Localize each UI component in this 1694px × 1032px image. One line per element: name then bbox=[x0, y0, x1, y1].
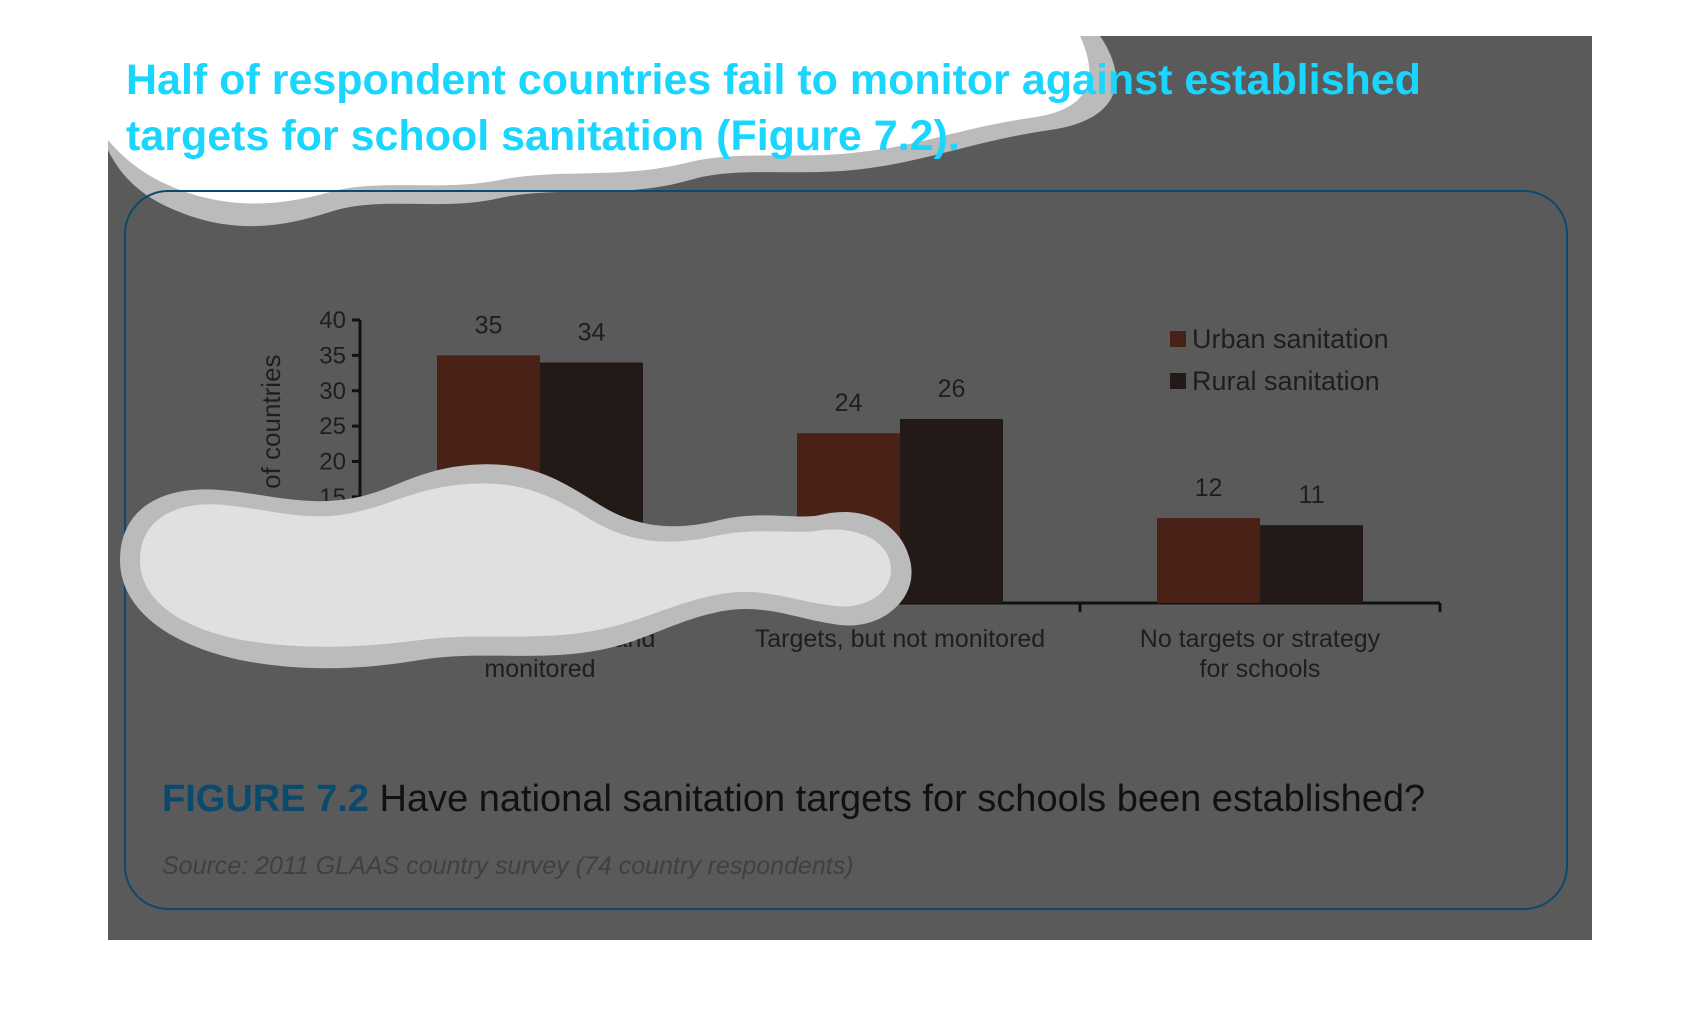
y-tick-label: 35 bbox=[319, 342, 346, 369]
y-tick-label: 30 bbox=[319, 378, 346, 405]
data-labels: 35 34 24 26 12 11 bbox=[475, 311, 1325, 509]
bar-rural bbox=[1260, 525, 1363, 603]
legend: Urban sanitation Rural sanitation bbox=[1170, 324, 1389, 396]
figure-caption-text: Have national sanitation targets for sch… bbox=[379, 778, 1426, 820]
figure-number: FIGURE 7.2 bbox=[162, 778, 369, 820]
legend-swatch bbox=[1170, 331, 1186, 347]
data-label: 34 bbox=[578, 318, 606, 346]
figure-caption: FIGURE 7.2 Have national sanitation targ… bbox=[162, 778, 1425, 821]
legend-label: Urban sanitation bbox=[1192, 324, 1389, 354]
category-label: monitored bbox=[484, 655, 595, 683]
data-label: 11 bbox=[1299, 481, 1325, 509]
y-tick-label: 40 bbox=[319, 307, 346, 334]
legend-swatch bbox=[1170, 373, 1186, 389]
y-tick-label: 20 bbox=[319, 449, 346, 476]
category-label: for schools bbox=[1200, 655, 1321, 683]
legend-label: Rural sanitation bbox=[1192, 366, 1380, 396]
headline-line-2: targets for school sanitation (Figure 7.… bbox=[126, 112, 960, 160]
bar-rural bbox=[900, 419, 1003, 603]
category-label: No targets or strategy bbox=[1140, 625, 1381, 653]
data-label: 26 bbox=[938, 375, 966, 403]
data-label: 12 bbox=[1195, 474, 1223, 502]
bar-urban bbox=[1157, 518, 1260, 603]
headline: Half of respondent countries fail to mon… bbox=[126, 52, 1546, 164]
data-label: 35 bbox=[475, 311, 503, 339]
y-tick-label: 25 bbox=[319, 413, 346, 440]
headline-line-1: Half of respondent countries fail to mon… bbox=[126, 56, 1421, 104]
figure-source: Source: 2011 GLAAS country survey (74 co… bbox=[162, 852, 854, 880]
category-label: Targets, but not monitored bbox=[755, 625, 1045, 653]
data-label: 24 bbox=[835, 389, 863, 417]
